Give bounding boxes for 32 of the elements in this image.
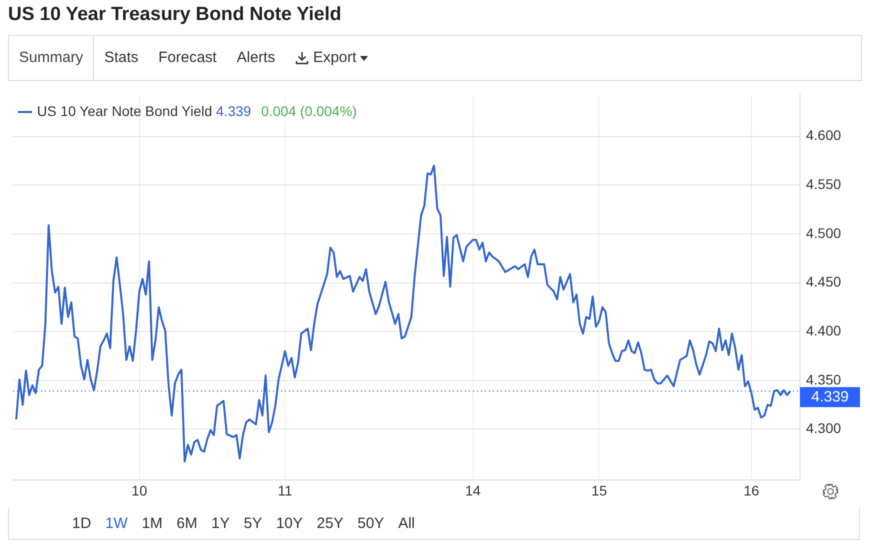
- ref-line-label: 4.339: [811, 388, 849, 406]
- y-tick-label: 4.550: [806, 176, 842, 192]
- annotation: 4.339: [215, 103, 252, 119]
- text: Alerts: [236, 48, 276, 68]
- text: Export: [313, 48, 356, 68]
- x-tick-label: 11: [278, 482, 293, 498]
- y-tick-label: 4.300: [806, 420, 842, 436]
- legend-label: US 10 Year Note Bond Yield: [37, 103, 212, 119]
- y-tick-label: 4.600: [806, 127, 842, 144]
- text: Forecast: [158, 48, 217, 68]
- x-tick-label: 15: [591, 482, 608, 498]
- text: 1D: [72, 515, 92, 532]
- annotation: 0.004 (0.004%): [261, 103, 357, 119]
- text: All: [398, 515, 415, 532]
- text: 1Y: [211, 515, 230, 532]
- y-tick-label: 4.500: [806, 224, 842, 241]
- x-tick-label: 14: [465, 482, 481, 498]
- chart-title: US 10 Year Treasury Bond Note Yield: [8, 4, 342, 26]
- text: 1W: [105, 515, 128, 532]
- x-tick-label: 16: [744, 482, 760, 498]
- text: 50Y: [358, 515, 384, 532]
- x-tick-label: 10: [132, 482, 148, 498]
- text: 10Y: [276, 515, 303, 532]
- text: 25Y: [316, 515, 344, 532]
- text: Summary: [19, 48, 84, 68]
- y-tick-label: 4.450: [806, 274, 842, 290]
- text: 6M: [176, 515, 198, 532]
- text: 5Y: [244, 515, 262, 532]
- text: Stats: [104, 48, 138, 68]
- text: 1M: [142, 515, 163, 532]
- y-tick-label: 4.350: [806, 371, 842, 388]
- y-tick-label: 4.400: [806, 322, 842, 338]
